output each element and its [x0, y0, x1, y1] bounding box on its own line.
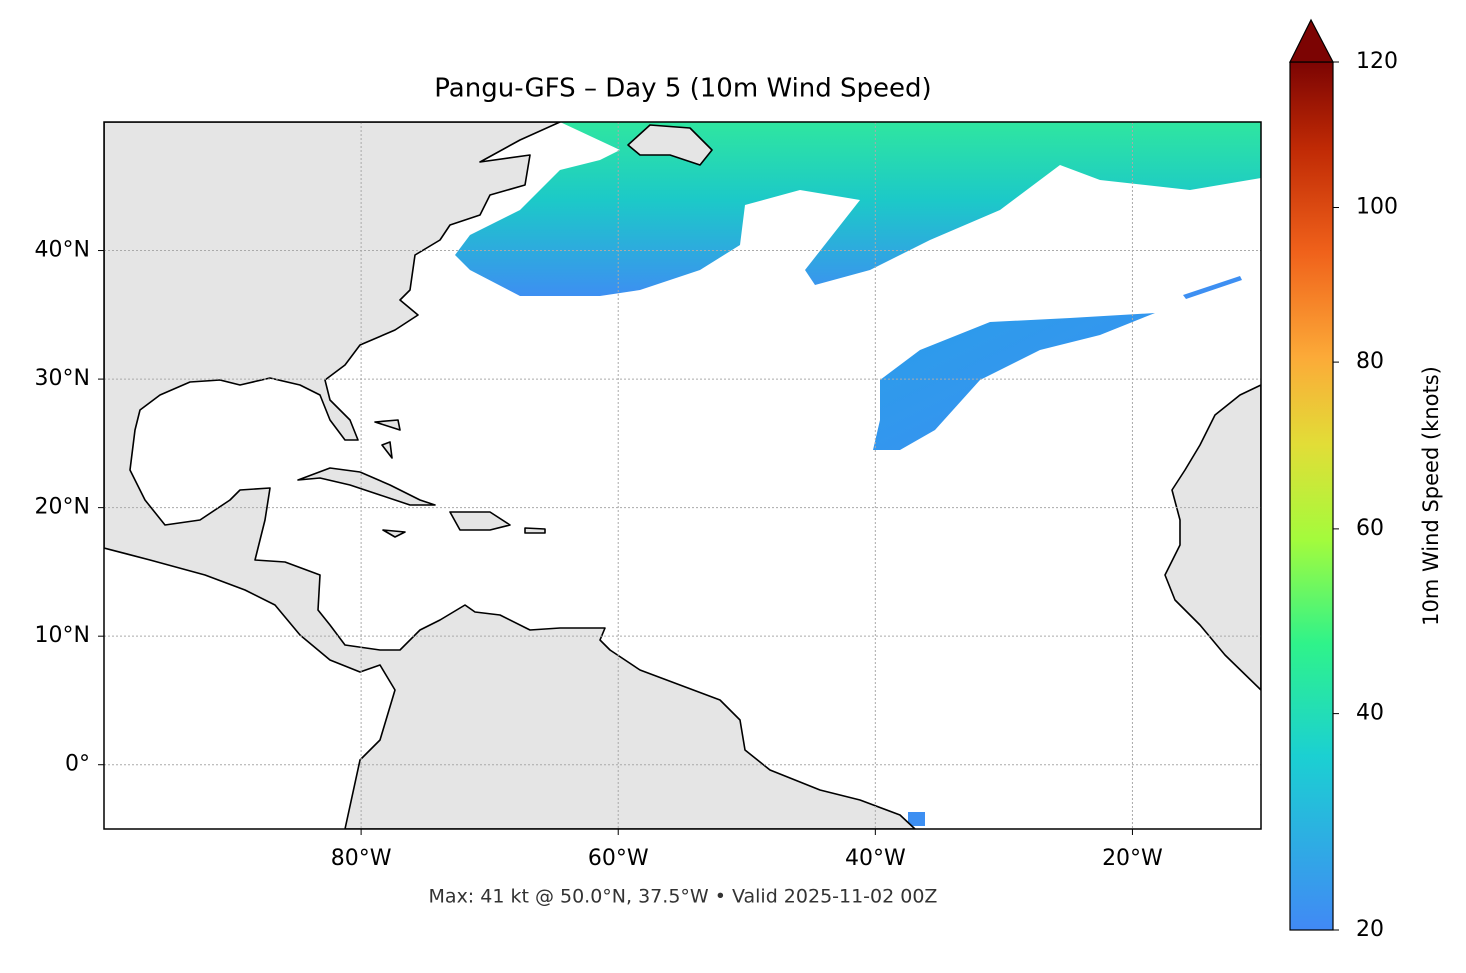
wind-field — [873, 313, 1155, 450]
island — [297, 467, 436, 506]
colorbar-label: 10m Wind Speed (knots) — [1419, 366, 1443, 626]
grid — [104, 122, 1261, 829]
x-tick-label: 40°W — [845, 846, 906, 871]
colorbar-tick-label: 40 — [1356, 701, 1384, 726]
y-tick-label: 10°N — [35, 623, 90, 648]
caption: Max: 41 kt @ 50.0°N, 37.5°W • Valid 2025… — [429, 886, 938, 908]
x-tick-label: 60°W — [588, 846, 649, 871]
colorbar-tick-label: 80 — [1356, 349, 1384, 374]
colorbar-extend — [1289, 18, 1334, 63]
y-tick-label: 20°N — [35, 495, 90, 520]
wind-field — [455, 122, 1261, 296]
colorbar-tick-label: 20 — [1356, 917, 1384, 942]
y-tick-label: 0° — [65, 752, 90, 777]
island — [627, 124, 713, 166]
map-title: Pangu-GFS – Day 5 (10m Wind Speed) — [434, 74, 931, 104]
colorbar — [1289, 61, 1334, 931]
island — [374, 419, 546, 538]
colorbar-tick-label: 100 — [1356, 195, 1398, 220]
map-frame — [103, 121, 1262, 830]
y-tick-label: 30°N — [35, 366, 90, 391]
land — [104, 122, 916, 829]
x-tick-label: 20°W — [1102, 846, 1163, 871]
colorbar-tick-label: 120 — [1356, 49, 1398, 74]
colorbar-tick-label: 60 — [1356, 516, 1384, 541]
map-area — [104, 122, 1261, 829]
x-tick-label: 80°W — [331, 846, 392, 871]
land — [1164, 384, 1261, 691]
y-tick-label: 40°N — [35, 238, 90, 263]
